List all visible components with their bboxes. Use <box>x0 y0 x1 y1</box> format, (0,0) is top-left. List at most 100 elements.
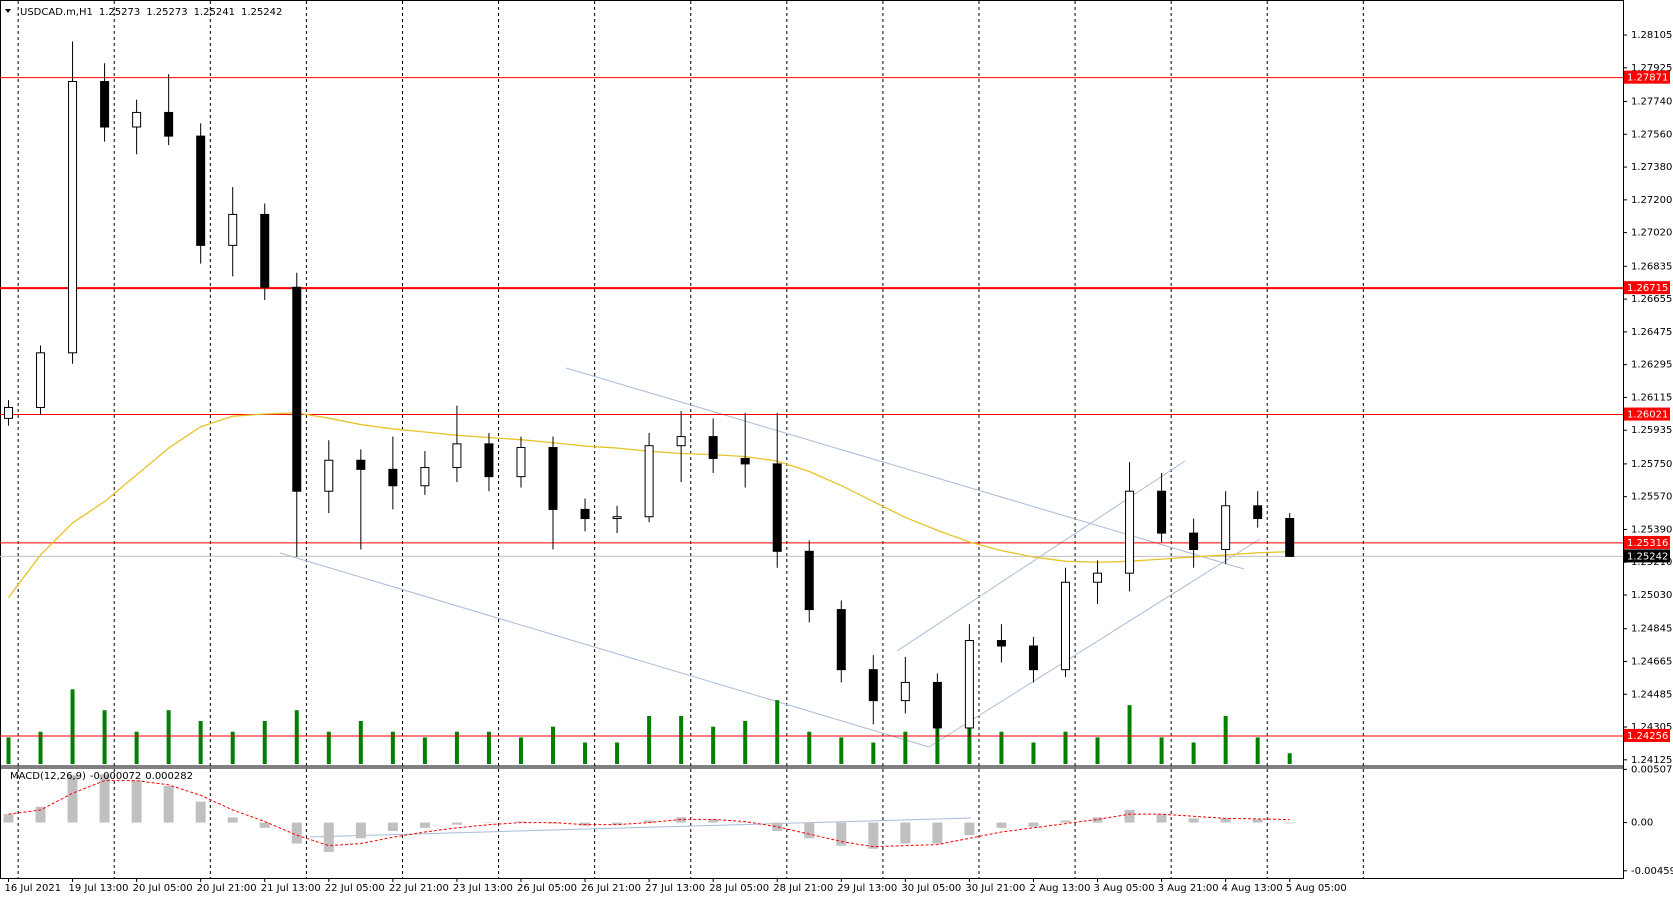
candle-body <box>36 352 46 408</box>
volume-bar <box>326 731 331 764</box>
y-tick-label: 1.26475 <box>1631 327 1672 338</box>
candle-body <box>900 681 910 702</box>
macd-bar <box>387 822 398 831</box>
level-label-box <box>1624 728 1670 742</box>
y-tick-label: 1.27200 <box>1631 195 1672 206</box>
candle-body <box>1157 490 1167 534</box>
x-tick-label: 20 Jul 05:00 <box>133 883 193 894</box>
level-label: 1.27871 <box>1627 73 1668 84</box>
y-tick-label: 1.28105 <box>1631 30 1672 41</box>
candle-body <box>452 443 462 469</box>
macd-bar <box>580 822 591 826</box>
volume-bar <box>1287 753 1292 764</box>
candle-body <box>836 609 846 671</box>
volume-bar <box>294 710 299 764</box>
macd-bar <box>932 822 943 844</box>
readout-value: 1.25273 <box>146 7 187 18</box>
volume-bar <box>518 737 523 764</box>
y-tick-label: 1.24305 <box>1631 722 1672 733</box>
macd-bar <box>612 822 623 825</box>
y-tick-label: 1.24125 <box>1631 755 1672 766</box>
y-tick-label: 1.25030 <box>1631 590 1672 601</box>
macd-bar <box>548 822 559 824</box>
macd-bar <box>259 822 270 828</box>
x-tick-label: 30 Jul 21:00 <box>965 883 1025 894</box>
macd-bar <box>900 822 911 844</box>
candle-body <box>804 550 814 611</box>
macd-bar <box>1028 822 1039 827</box>
plot-frame <box>0 0 1624 879</box>
macd-bar <box>3 814 14 823</box>
x-tick-label: 27 Jul 13:00 <box>645 883 705 894</box>
macd-title: MACD(12,26,9) <box>10 771 86 782</box>
y-tick-label: 0.00 <box>1631 818 1653 829</box>
volume-bar <box>807 731 812 764</box>
x-tick-label: 29 Jul 13:00 <box>837 883 897 894</box>
symbol: USDCAD.m,H1 <box>20 7 93 18</box>
macd-bar <box>195 801 206 823</box>
macd-bar <box>1252 819 1263 823</box>
macd-bar <box>1156 814 1167 823</box>
y-tick-label: -0.004597 <box>1631 866 1673 877</box>
volume-bar <box>1255 737 1260 764</box>
macd-bar <box>35 806 46 823</box>
volume-bar <box>102 710 107 764</box>
macd-bar <box>1060 820 1071 823</box>
candle-body <box>740 457 750 465</box>
macd-header: MACD(12,26,9) -0.000072 0.000282 <box>10 771 193 782</box>
macd-bar <box>355 822 366 839</box>
y-tick-label: 1.27380 <box>1631 162 1672 173</box>
y-tick-label: 1.26655 <box>1631 294 1672 305</box>
macd-bar <box>419 822 430 828</box>
y-tick-label: 1.27925 <box>1631 63 1672 74</box>
volume-bar <box>583 742 588 764</box>
macd-bar <box>99 774 110 823</box>
candle-body <box>324 459 334 492</box>
volume-bar <box>743 720 748 764</box>
trendline <box>279 552 930 748</box>
macd-bar <box>1284 822 1295 824</box>
macd-bar <box>483 822 494 824</box>
candle-body <box>516 447 526 478</box>
candle-body <box>580 508 590 520</box>
volume-bar <box>1063 731 1068 764</box>
candle-body <box>132 111 142 128</box>
candle-body <box>1060 581 1070 671</box>
volume-bar <box>1031 742 1036 764</box>
macd-bar <box>1092 817 1103 823</box>
macd-bar <box>1188 818 1199 823</box>
y-tick-label: 1.25750 <box>1631 459 1672 470</box>
volume-bar <box>871 742 876 764</box>
y-tick-label: 1.25390 <box>1631 524 1672 535</box>
x-tick-label: 28 Jul 05:00 <box>709 883 769 894</box>
readout-value: 1.25242 <box>241 7 282 18</box>
macd-signal <box>8 780 1290 848</box>
volume-bar <box>679 715 684 764</box>
macd-bar <box>708 819 719 823</box>
x-tick-label: 3 Aug 05:00 <box>1094 883 1155 894</box>
candle-body <box>1285 518 1295 557</box>
level-label: 1.26021 <box>1627 410 1668 421</box>
day-separators <box>17 1 1364 878</box>
menu-arrow[interactable] <box>5 9 11 13</box>
candle-body <box>964 640 974 729</box>
volume-bar <box>262 720 267 764</box>
candle-body <box>612 516 622 520</box>
level-label-box <box>1624 535 1670 549</box>
macd-bar <box>868 822 879 849</box>
volume-bar <box>358 720 363 764</box>
macd-bar <box>804 822 815 839</box>
trendline <box>928 538 1261 748</box>
candle-body <box>292 286 302 492</box>
volume-bar <box>967 726 972 764</box>
volume-bar <box>935 720 940 764</box>
x-tick-label: 5 Aug 05:00 <box>1286 883 1347 894</box>
volume-bar <box>1127 705 1132 764</box>
level-label-box <box>1624 281 1670 295</box>
readout-value: 1.25241 <box>194 7 235 18</box>
macd-bar <box>163 785 174 823</box>
macd-bar <box>451 822 462 825</box>
candle-body <box>1221 505 1231 550</box>
candle-body <box>228 213 238 246</box>
